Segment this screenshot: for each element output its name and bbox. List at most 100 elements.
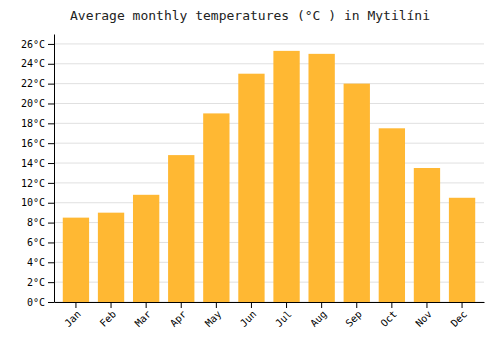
tick-label: Jun <box>238 308 259 329</box>
tick: Dec <box>449 302 470 329</box>
tick-label: Jan <box>62 308 83 329</box>
tick-label: 18°C <box>21 118 45 129</box>
tick-mark <box>251 302 252 308</box>
tick-label: 24°C <box>21 58 45 69</box>
x-axis: Jan Feb Mar Apr May Jun Jul Aug Sep Oct Nov Dec <box>55 302 485 329</box>
tick-label: 8°C <box>27 217 45 228</box>
tick: 0°C <box>27 297 54 308</box>
tick-mark <box>48 84 54 85</box>
axis-line <box>54 35 55 303</box>
tick: Jan <box>62 302 83 329</box>
tick-label: Apr <box>168 308 189 329</box>
tick: 10°C <box>21 197 54 208</box>
bar <box>168 155 194 302</box>
y-axis: 0°C 2°C 4°C 6°C 8°C 10°C 12°C 14°C 16°C 18°C 20°C 2… <box>21 35 55 308</box>
tick: Jul <box>273 302 294 329</box>
bar <box>133 195 159 302</box>
tick-label: Aug <box>308 308 329 329</box>
tick: Jun <box>238 302 259 329</box>
grid-line <box>54 83 484 84</box>
tick: Mar <box>133 302 154 329</box>
tick-label: Dec <box>449 308 470 329</box>
tick: Aug <box>308 302 329 329</box>
axis-line <box>55 302 485 303</box>
tick-mark <box>48 223 54 224</box>
grid-line <box>54 43 484 44</box>
tick-label: 26°C <box>21 39 45 50</box>
tick-label: 6°C <box>27 237 45 248</box>
tick-label: 14°C <box>21 158 45 169</box>
bars <box>63 51 475 302</box>
tick: May <box>203 302 224 329</box>
tick-mark <box>216 302 217 308</box>
tick: 24°C <box>21 58 54 69</box>
tick-mark <box>321 302 322 308</box>
tick: 12°C <box>21 178 54 189</box>
grid-line <box>54 163 484 164</box>
tick-mark <box>48 103 54 104</box>
tick-mark <box>48 262 54 263</box>
tick-mark <box>391 302 392 308</box>
tick-label: Jul <box>273 308 294 329</box>
tick-label: Oct <box>378 308 399 329</box>
tick: Sep <box>343 302 364 329</box>
tick-label: 2°C <box>27 277 45 288</box>
tick-label: 10°C <box>21 197 45 208</box>
tick-mark <box>48 44 54 45</box>
tick-mark <box>356 302 357 308</box>
tick-label: Mar <box>133 308 154 329</box>
tick-label: Feb <box>98 308 119 329</box>
tick: 26°C <box>21 39 54 50</box>
bar <box>379 128 405 302</box>
grid-line <box>54 123 484 124</box>
grid-line <box>54 143 484 144</box>
tick: Oct <box>378 302 399 329</box>
bar <box>273 51 299 302</box>
tick-mark <box>48 282 54 283</box>
tick: 20°C <box>21 98 54 109</box>
bar <box>414 168 440 302</box>
tick: 16°C <box>21 138 54 149</box>
bar <box>344 84 370 302</box>
tick: 4°C <box>27 257 54 268</box>
tick-mark <box>48 163 54 164</box>
tick: 2°C <box>27 277 54 288</box>
tick-mark <box>48 302 54 303</box>
tick-label: Nov <box>413 308 434 329</box>
tick-mark <box>48 64 54 65</box>
grid-line <box>54 63 484 64</box>
plot: Jan Feb Mar Apr May Jun Jul Aug Sep Oct Nov Dec 0°C 2… <box>21 35 485 329</box>
tick-mark <box>462 302 463 308</box>
tick-mark <box>181 302 182 308</box>
tick-mark <box>48 123 54 124</box>
tick-mark <box>426 302 427 308</box>
bar <box>203 113 229 302</box>
title: Average monthly temperatures (°C ) in My… <box>70 8 430 23</box>
tick-mark <box>48 143 54 144</box>
tick: Nov <box>413 302 434 329</box>
tick-mark <box>48 242 54 243</box>
tick-label: 0°C <box>27 297 45 308</box>
tick: 6°C <box>27 237 54 248</box>
tick: Apr <box>168 302 189 329</box>
grid-line <box>54 103 484 104</box>
tick: 22°C <box>21 78 54 89</box>
chart-container: Average monthly temperatures (°C ) in My… <box>0 0 500 350</box>
tick-mark <box>48 183 54 184</box>
tick-mark <box>146 302 147 308</box>
tick-mark <box>48 203 54 204</box>
tick: 14°C <box>21 158 54 169</box>
tick-label: 22°C <box>21 78 45 89</box>
tick-mark <box>111 302 112 308</box>
tick-label: 12°C <box>21 178 45 189</box>
tick-label: 16°C <box>21 138 45 149</box>
bar <box>308 54 334 302</box>
chart: Average monthly temperatures (°C ) in My… <box>0 0 500 350</box>
tick-mark <box>286 302 287 308</box>
tick: Feb <box>98 302 119 329</box>
tick-label: 20°C <box>21 98 45 109</box>
tick-label: 4°C <box>27 257 45 268</box>
tick-label: Sep <box>343 308 364 329</box>
tick: 8°C <box>27 217 54 228</box>
bar <box>449 198 475 302</box>
